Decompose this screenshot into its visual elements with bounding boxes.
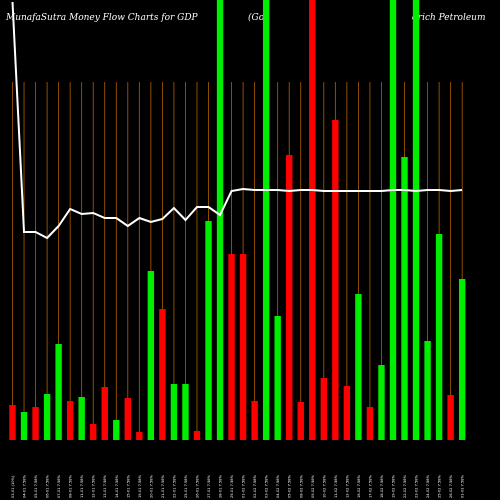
x-tick-label: 02-02 7.58% [253,474,257,498]
money-flow-bar [239,254,247,440]
x-tick-label: 28-01 7.58% [219,474,223,498]
x-tick-label: 15-01 7.58% [126,474,130,498]
money-flow-bar [274,316,281,440]
x-tick-label: 07-01 7.58% [57,474,61,498]
money-flow-bar [366,407,374,440]
x-axis-tick-labels: 03-01 (10%) 04-01 7.58% 05-01 7.58% 06-01 7… [11,474,465,498]
x-tick-label: 06-01 7.58% [46,474,50,498]
money-flow-bar [286,155,293,440]
x-tick-label: 04-02 7.58% [276,474,280,498]
money-flow-bar [378,365,385,440]
money-flow-bar [355,294,362,440]
money-flow-bar [55,344,62,440]
money-flow-bar [113,420,120,440]
x-tick-label: 19-02 7.58% [391,474,395,498]
x-tick-label: 04-01 7.58% [23,474,27,498]
money-flow-bar [205,221,212,440]
money-flow-bar [228,254,235,440]
price-line-path [11,1,463,240]
money-flow-bar [20,412,28,440]
x-tick-label: 25-02 7.58% [438,474,442,498]
x-tick-label: 18-02 7.58% [380,474,384,498]
money-flow-bar [101,387,108,440]
money-flow-bar [124,398,131,440]
x-tick-label: 03-01 (10%) [11,475,15,498]
money-flow-bar [147,271,155,440]
chart-title: MunafaSutra Money Flow Charts for GDP [5,13,199,23]
x-tick-label: 17-02 7.58% [368,474,372,498]
money-flow-bar [332,120,339,440]
money-flow-bar [43,394,51,440]
money-flow-bar [447,395,454,440]
x-tick-label: 05-01 7.58% [34,474,38,498]
money-flow-bar [78,397,85,440]
x-tick-label: 01-02 7.58% [242,474,246,498]
x-tick-label: 25-01 7.58% [184,474,188,498]
money-flow-bar [320,378,328,440]
money-flow-bar [389,0,397,440]
x-tick-label: 22-02 7.58% [403,474,407,498]
x-tick-label: 21-01 7.58% [161,474,165,498]
x-tick-label: 22-01 7.58% [172,474,176,498]
x-tick-label: 16-02 7.58% [357,474,361,498]
x-tick-label: 09-02 7.58% [311,474,315,498]
money-flow-bar [262,0,270,440]
money-flow-bar [136,432,143,440]
x-tick-label: 11-01 7.58% [80,474,84,498]
x-tick-label: 24-02 7.58% [426,474,430,498]
price-line [11,1,463,240]
x-tick-label: 08-01 7.58% [69,474,73,498]
money-flow-bar [90,424,97,440]
x-tick-label: 26-02 7.58% [449,474,453,498]
money-flow-bar [251,401,258,440]
x-tick-label: 13-01 7.58% [103,474,107,498]
money-flow-bar [297,402,304,440]
money-flow-bar [216,0,224,440]
money-flow-bar [193,431,201,440]
money-flow-bar [32,407,39,440]
money-flow-bar [435,234,443,440]
bar-series [9,0,466,440]
x-tick-label: 23-02 7.58% [415,474,419,498]
x-tick-label: 29-01 7.58% [230,474,234,498]
x-tick-label: 26-01 7.58% [195,474,199,498]
money-flow-bar [182,384,189,440]
money-flow-bar [412,0,420,440]
money-flow-bar [458,279,466,440]
money-flow-bar [159,309,166,440]
money-flow-bar [343,386,351,440]
x-tick-label: 12-02 7.58% [345,474,349,498]
x-tick-label: 03-02 7.58% [265,474,269,498]
money-flow-bar [401,157,408,440]
x-tick-label: 11-02 7.58% [334,474,338,498]
x-tick-label: 10-02 7.58% [322,474,326,498]
chart-title-fragment: (Goo [248,12,270,23]
x-tick-label: 20-01 7.58% [149,474,153,498]
x-tick-label: 01-03 7.58% [461,474,465,498]
money-flow-bar [170,384,178,440]
money-flow-bar [9,405,16,440]
money-flow-bar [309,0,316,440]
x-tick-label: 27-01 7.58% [207,474,211,498]
x-tick-label: 19-01 7.58% [138,474,142,498]
x-tick-label: 12-01 7.58% [92,474,96,498]
money-flow-bar [66,401,74,440]
chart-title-company: drich Petroleum [412,13,486,23]
money-flow-bar [424,341,431,440]
x-tick-label: 05-02 7.58% [288,474,292,498]
x-tick-label: 14-01 7.58% [115,474,119,498]
x-tick-label: 08-02 7.58% [299,474,303,498]
